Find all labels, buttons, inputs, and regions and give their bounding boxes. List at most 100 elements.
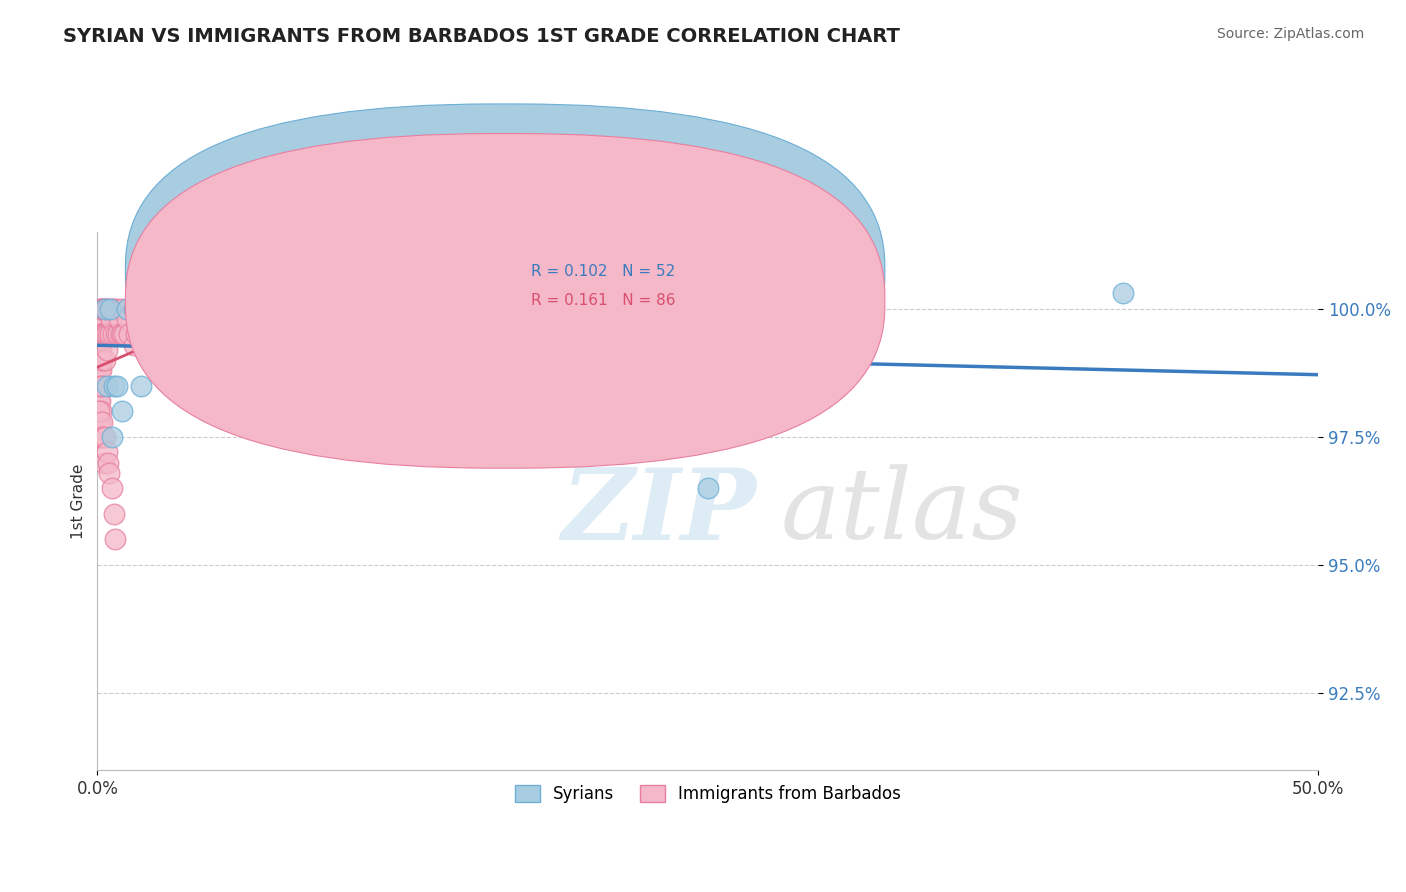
Point [90, 415, 112, 429]
Y-axis label: 1st Grade: 1st Grade [72, 463, 86, 539]
Point [89, 301, 111, 316]
Point [696, 481, 718, 495]
Point [281, 327, 304, 342]
Point [90, 327, 112, 342]
Legend: Syrians, Immigrants from Barbados: Syrians, Immigrants from Barbados [508, 779, 907, 810]
Point [90, 363, 112, 377]
Point [131, 378, 153, 392]
Point [404, 353, 426, 368]
Point [343, 394, 366, 409]
Point [111, 327, 134, 342]
Point [165, 353, 187, 368]
Point [98, 301, 121, 316]
Point [91, 378, 114, 392]
Point [208, 301, 231, 316]
Point [172, 301, 194, 316]
Point [118, 327, 141, 342]
Text: R = 0.102   N = 52: R = 0.102 N = 52 [531, 264, 675, 279]
Point [87, 415, 110, 429]
Point [122, 337, 145, 351]
FancyBboxPatch shape [125, 104, 884, 439]
Point [89, 312, 111, 326]
Point [148, 301, 170, 316]
Point [159, 327, 181, 342]
Point [245, 327, 267, 342]
Point [115, 312, 138, 326]
Point [87, 374, 110, 388]
Point [87, 322, 110, 336]
Point [96, 378, 118, 392]
Text: Source: ZipAtlas.com: Source: ZipAtlas.com [1216, 27, 1364, 41]
Point [87, 301, 110, 316]
Point [90, 343, 112, 357]
Point [101, 430, 124, 444]
Point [287, 404, 309, 418]
Point [91, 353, 114, 368]
Point [501, 353, 523, 368]
Point [122, 301, 145, 316]
Point [107, 327, 129, 342]
Point [325, 317, 347, 331]
Point [148, 301, 170, 316]
Point [214, 312, 236, 326]
Point [131, 312, 153, 326]
Point [155, 312, 177, 326]
Point [98, 301, 121, 316]
Point [110, 327, 132, 342]
Point [221, 301, 243, 316]
Point [93, 456, 115, 470]
Point [139, 327, 162, 342]
Point [103, 507, 125, 521]
Point [93, 353, 115, 368]
Point [380, 353, 402, 368]
Point [104, 533, 127, 547]
Point [184, 327, 207, 342]
Point [111, 301, 134, 316]
Point [96, 445, 118, 459]
Point [91, 327, 114, 342]
Text: SYRIAN VS IMMIGRANTS FROM BARBADOS 1ST GRADE CORRELATION CHART: SYRIAN VS IMMIGRANTS FROM BARBADOS 1ST G… [63, 27, 900, 45]
Point [208, 327, 231, 342]
Point [93, 301, 115, 316]
Point [89, 430, 111, 444]
Point [90, 378, 112, 392]
Point [159, 301, 181, 316]
Point [477, 353, 499, 368]
Text: atlas: atlas [782, 464, 1024, 559]
Point [90, 404, 112, 418]
Point [87, 353, 110, 368]
Point [367, 415, 389, 429]
Point [599, 353, 621, 368]
Point [93, 327, 115, 342]
Point [427, 353, 450, 368]
Point [89, 327, 111, 342]
Point [318, 327, 340, 342]
Point [89, 404, 111, 418]
Point [155, 317, 177, 331]
Point [94, 301, 117, 316]
Point [108, 312, 131, 326]
Point [89, 363, 111, 377]
Point [90, 301, 112, 316]
Point [87, 343, 110, 357]
Point [228, 317, 250, 331]
Point [97, 327, 120, 342]
Point [354, 327, 377, 342]
Point [135, 301, 157, 316]
Point [89, 343, 111, 357]
Point [93, 327, 115, 342]
Point [103, 378, 125, 392]
Point [105, 378, 128, 392]
Point [269, 327, 291, 342]
Point [188, 312, 211, 326]
Text: R = 0.161   N = 86: R = 0.161 N = 86 [531, 293, 675, 309]
Text: ZIP: ZIP [561, 464, 756, 560]
Point [101, 301, 124, 316]
Point [89, 353, 111, 368]
FancyBboxPatch shape [125, 134, 884, 468]
Point [125, 327, 148, 342]
Point [1112, 286, 1135, 301]
Point [112, 327, 135, 342]
Point [89, 430, 111, 444]
Point [96, 301, 118, 316]
